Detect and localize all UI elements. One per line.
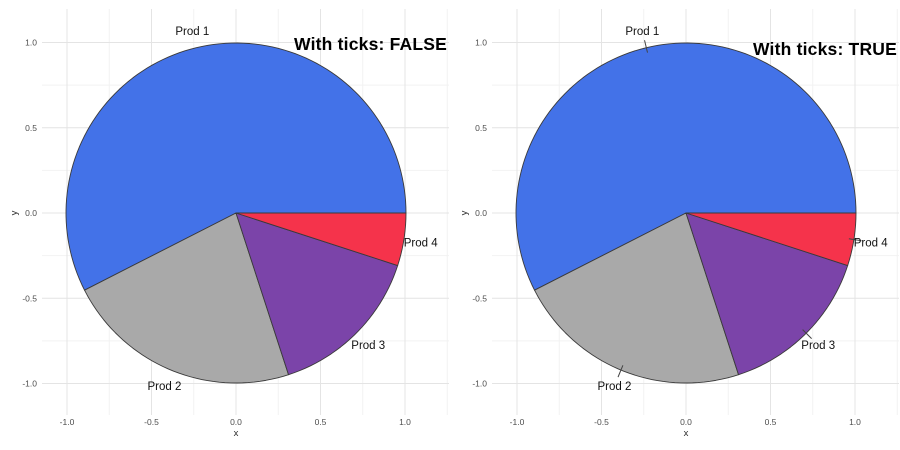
chart-title: With ticks: FALSE (294, 34, 447, 54)
y-tick-label: 1.0 (475, 38, 487, 48)
pie-chart-panel-no-ticks: Prod 1 Prod 2 Prod 3 Prod 4 -1.0 -0.5 0.0 0.5 1.… (9, 9, 449, 439)
label-tick-prod-1 (644, 40, 648, 53)
y-tick-label: -0.5 (22, 293, 37, 303)
pie-chart-panel-with-ticks: Prod 1 Prod 2 Prod 3 Prod 4 -1.0 -0.5 0.0 0.5 1.… (450, 0, 900, 450)
slice-label-prod-1: Prod 1 (625, 26, 659, 38)
x-tick-label: -1.0 (60, 417, 75, 427)
y-tick-label: 1.0 (25, 38, 37, 48)
y-tick-label: 0.0 (475, 208, 487, 218)
x-tick-label: 1.0 (399, 417, 411, 427)
y-tick-label: -1.0 (22, 379, 37, 389)
slice-label-prod-2: Prod 2 (147, 381, 181, 393)
pie-slice-prod-1 (65, 42, 407, 291)
y-tick-label: -0.5 (472, 293, 487, 303)
x-tick-label: -1.0 (510, 417, 525, 427)
x-tick-label: 1.0 (849, 417, 861, 427)
slice-label-prod-4: Prod 4 (854, 237, 888, 249)
pie-slice-prod-4 (235, 212, 407, 266)
pie-slice-prod-2 (84, 212, 289, 384)
y-tick-label: 0.5 (475, 123, 487, 133)
x-axis-title: x (684, 428, 689, 439)
slice-label-prod-1: Prod 1 (175, 26, 209, 38)
x-tick-label: 0.5 (765, 417, 777, 427)
label-tick-prod-3 (802, 329, 812, 339)
slice-label-prod-3: Prod 3 (801, 340, 835, 352)
pie-chart-with-ticks: Prod 1 Prod 2 Prod 3 Prod 4 -1.0 -0.5 0.0 0.5 1.… (459, 9, 899, 439)
x-tick-label: 0.0 (680, 417, 692, 427)
slice-label-prod-2: Prod 2 (597, 381, 631, 393)
x-tick-label: -0.5 (594, 417, 609, 427)
label-tick-prod-4 (848, 238, 862, 242)
slice-label-prod-3: Prod 3 (351, 340, 385, 352)
y-tick-label: 0.5 (25, 123, 37, 133)
x-axis-title: x (234, 428, 239, 439)
x-tick-label: -0.5 (144, 417, 159, 427)
x-tick-label: 0.0 (230, 417, 242, 427)
y-tick-label: -1.0 (472, 379, 487, 389)
chart-title: With ticks: TRUE (752, 39, 897, 59)
pie-slice-prod-3 (235, 212, 399, 376)
y-axis-title: y (9, 210, 20, 215)
slice-label-prod-4: Prod 4 (404, 237, 438, 249)
y-tick-label: 0.0 (25, 208, 37, 218)
x-tick-label: 0.5 (315, 417, 327, 427)
y-axis-title: y (459, 210, 470, 215)
pie-chart-no-ticks: Prod 1 Prod 2 Prod 3 Prod 4 -1.0 -0.5 0.0 0.5 1.… (9, 9, 449, 439)
label-tick-prod-2 (617, 365, 624, 378)
